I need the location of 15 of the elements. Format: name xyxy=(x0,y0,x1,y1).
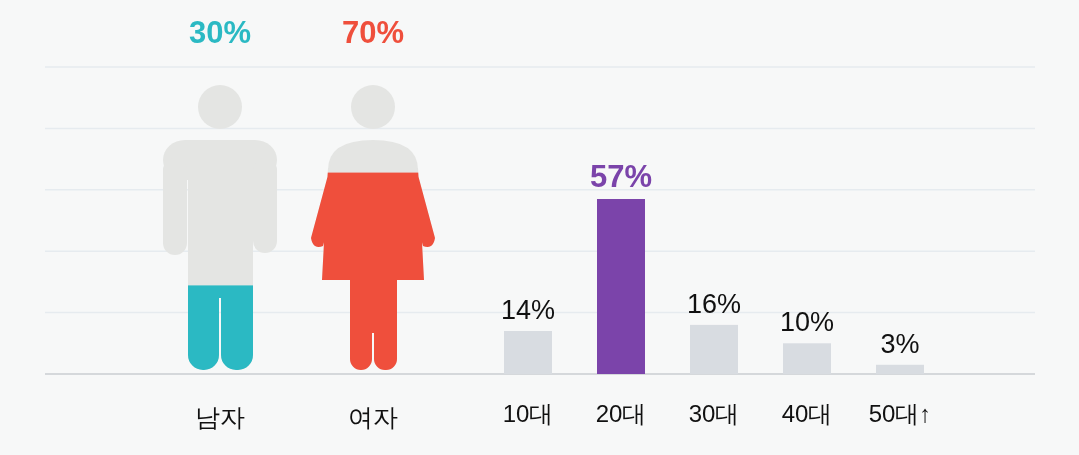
data-label: 10% xyxy=(779,307,835,338)
x-tick-label: 40대 xyxy=(781,400,833,427)
data-label: 57% xyxy=(589,159,653,195)
category-label: 남자 xyxy=(195,403,245,431)
data-label: 16% xyxy=(686,288,742,319)
x-tick-label: 30대 xyxy=(688,400,740,427)
x-tick-label: 50대↑ xyxy=(868,400,932,427)
x-tick-label: 20대 xyxy=(595,400,647,427)
data-label: 70% xyxy=(341,15,405,50)
category-label: 여자 xyxy=(348,403,398,431)
x-tick-label: 10대 xyxy=(502,400,554,427)
bar xyxy=(597,199,645,374)
data-label: 30% xyxy=(188,15,252,50)
data-label: 3% xyxy=(880,328,920,359)
data-label: 14% xyxy=(500,295,556,326)
